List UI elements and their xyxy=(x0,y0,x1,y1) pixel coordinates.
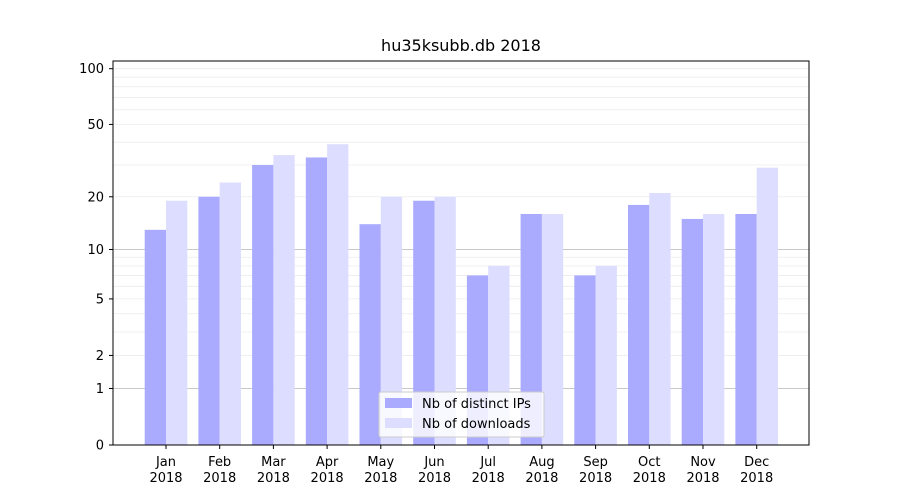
x-tick-label-year: 2018 xyxy=(472,471,505,486)
bar-distinct-ips xyxy=(252,165,274,445)
bar-distinct-ips xyxy=(144,229,166,445)
bar-distinct-ips xyxy=(359,224,381,445)
x-tick-label-month: Jul xyxy=(479,455,496,470)
x-tick-label-month: Oct xyxy=(638,455,660,470)
legend: Nb of distinct IPs Nb of downloads xyxy=(378,391,545,438)
x-tick-label-month: Mar xyxy=(261,455,286,470)
x-tick-label-month: Apr xyxy=(316,455,339,470)
axis-layer: 0125102050100Jan2018Feb2018Mar2018Apr201… xyxy=(79,60,810,486)
x-tick-label-year: 2018 xyxy=(525,471,558,486)
bar-distinct-ips xyxy=(681,218,703,445)
bar-downloads xyxy=(327,144,349,446)
bar-distinct-ips xyxy=(520,213,542,445)
x-tick-label-month: Dec xyxy=(744,455,769,470)
bar-downloads xyxy=(756,167,778,446)
bar-downloads xyxy=(380,196,403,445)
y-tick-label: 50 xyxy=(87,118,104,133)
x-tick-label-month: Sep xyxy=(583,455,608,470)
bar-downloads xyxy=(219,182,241,445)
y-tick-label: 20 xyxy=(87,190,104,205)
y-tick-label: 0 xyxy=(96,439,104,454)
bar-layer xyxy=(144,144,778,446)
bar-distinct-ips xyxy=(574,275,596,445)
bar-downloads xyxy=(434,196,456,445)
y-tick-label: 2 xyxy=(96,349,104,364)
bar-distinct-ips xyxy=(735,213,757,445)
legend-swatch xyxy=(385,398,412,408)
y-tick-label: 5 xyxy=(96,292,104,307)
x-tick-label-year: 2018 xyxy=(740,471,773,486)
bar-downloads xyxy=(541,213,564,445)
bar-downloads xyxy=(166,200,188,445)
bar-downloads xyxy=(703,213,725,445)
x-tick-label-year: 2018 xyxy=(686,471,719,486)
x-tick-label-year: 2018 xyxy=(364,471,397,486)
bar-distinct-ips xyxy=(628,204,650,445)
chart-title: hu35ksubb.db 2018 xyxy=(381,36,541,55)
legend-box xyxy=(378,391,545,438)
x-tick-label-year: 2018 xyxy=(311,471,344,486)
x-tick-label-month: Feb xyxy=(208,455,231,470)
x-tick-label-month: Jun xyxy=(423,455,444,470)
x-tick-label-month: Jan xyxy=(155,455,176,470)
y-tick-label: 100 xyxy=(79,62,104,77)
x-tick-label-year: 2018 xyxy=(203,471,236,486)
y-tick-label: 1 xyxy=(96,382,104,397)
x-tick-label-month: Nov xyxy=(690,455,716,470)
x-tick-label-month: Aug xyxy=(529,455,554,470)
bar-downloads xyxy=(595,265,617,445)
bar-downloads xyxy=(273,155,295,445)
bar-distinct-ips xyxy=(198,196,220,445)
bar-distinct-ips xyxy=(305,157,328,445)
legend-swatch xyxy=(385,418,412,428)
x-tick-label-year: 2018 xyxy=(257,471,290,486)
bar-downloads xyxy=(649,192,671,445)
x-tick-label-month: May xyxy=(367,455,394,470)
x-tick-label-year: 2018 xyxy=(149,471,182,486)
x-tick-label-year: 2018 xyxy=(633,471,666,486)
x-tick-label-year: 2018 xyxy=(418,471,451,486)
y-tick-label: 10 xyxy=(87,243,104,258)
legend-label: Nb of downloads xyxy=(422,417,531,432)
bar-distinct-ips xyxy=(413,200,435,445)
x-tick-label-year: 2018 xyxy=(579,471,612,486)
plot-frame xyxy=(112,60,810,446)
legend-label: Nb of distinct IPs xyxy=(422,397,531,412)
